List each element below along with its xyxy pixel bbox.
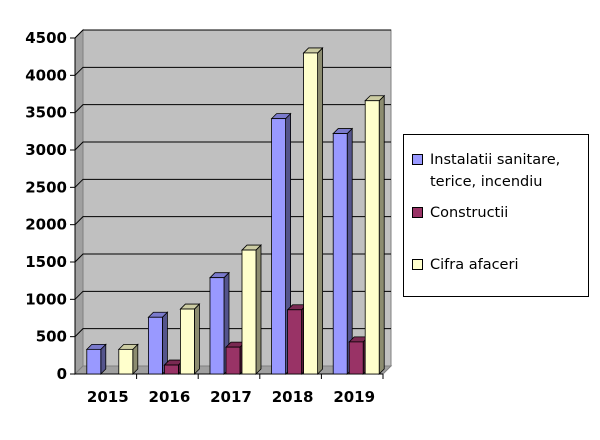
y-tick-label: 4000 — [25, 66, 67, 84]
bar-side-series-2 — [378, 94, 385, 375]
bar-series-1 — [225, 346, 241, 375]
x-tick-label: 2017 — [210, 388, 252, 406]
bar-series-0 — [86, 348, 102, 375]
y-tick-label: 3500 — [25, 104, 67, 122]
legend-swatch-constructii — [412, 207, 423, 218]
legend-label-cifra-afaceri: Cifra afaceri — [430, 257, 519, 273]
bar-series-2 — [364, 100, 380, 375]
y-tick-label: 0 — [57, 365, 67, 383]
bar-series-1 — [163, 364, 179, 375]
legend-label-constructii: Constructii — [430, 205, 509, 221]
bar-side-series-2 — [317, 46, 324, 375]
gridline — [74, 29, 391, 39]
y-tick-label: 2000 — [25, 216, 67, 234]
y-tick-label: 2500 — [25, 178, 67, 196]
y-tick-label: 4500 — [25, 29, 67, 47]
x-tick-label: 2016 — [149, 388, 191, 406]
bar-series-2 — [241, 249, 257, 375]
bar-side-series-0 — [346, 127, 353, 375]
bar-series-2 — [118, 348, 134, 375]
bar-series-0 — [332, 133, 348, 375]
legend-item-instalatii: Instalatii sanitare, terice, incendiu — [412, 149, 595, 193]
y-tick-label: 1000 — [25, 290, 67, 308]
gridline — [74, 66, 391, 76]
legend-item-constructii: Constructii — [412, 202, 595, 224]
y-tick-label: 3000 — [25, 141, 67, 159]
x-tick-label: 2015 — [87, 388, 129, 406]
legend: Instalatii sanitare, terice, incendiu Co… — [403, 134, 589, 297]
bar-side-series-2 — [255, 244, 262, 375]
gridline — [74, 104, 391, 114]
x-tick-label: 2019 — [333, 388, 375, 406]
bar-side-series-2 — [193, 303, 200, 375]
legend-swatch-instalatii — [412, 154, 423, 165]
bar-series-0 — [147, 316, 163, 375]
bar-series-2 — [303, 52, 319, 375]
x-tick-label: 2018 — [272, 388, 314, 406]
y-tick-label: 500 — [36, 328, 67, 346]
legend-label-instalatii: Instalatii sanitare, terice, incendiu — [430, 152, 561, 190]
y-tick-label: 1500 — [25, 253, 67, 271]
legend-item-cifra-afaceri: Cifra afaceri — [412, 254, 595, 276]
bar-series-0 — [209, 277, 225, 375]
bar-series-1 — [348, 341, 364, 375]
bar-series-1 — [287, 309, 303, 375]
legend-swatch-cifra-afaceri — [412, 259, 423, 270]
bar-series-2 — [179, 308, 195, 375]
bar-series-0 — [271, 118, 287, 375]
plot-side-wall — [74, 28, 84, 376]
